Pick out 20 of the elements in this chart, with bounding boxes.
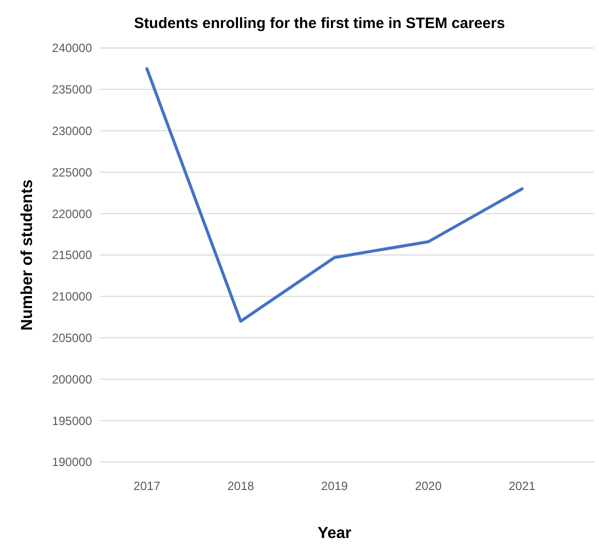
y-tick-label: 195000 bbox=[52, 414, 92, 428]
x-tick-label: 2020 bbox=[414, 479, 442, 493]
chart-title: Students enrolling for the first time in STEM careers bbox=[134, 15, 505, 32]
x-axis-title: Year bbox=[318, 525, 352, 542]
y-axis-title: Number of students bbox=[19, 179, 36, 331]
y-tick-label: 200000 bbox=[52, 372, 92, 386]
y-tick-label: 205000 bbox=[52, 331, 92, 345]
y-tick-label: 240000 bbox=[52, 41, 92, 56]
x-tick-label: 2017 bbox=[134, 479, 161, 493]
x-tick-label: 2018 bbox=[227, 479, 254, 493]
line-series bbox=[145, 67, 524, 323]
y-tick-label: 210000 bbox=[52, 290, 92, 304]
y-tick-label: 225000 bbox=[52, 165, 92, 180]
y-tick-label: 235000 bbox=[52, 82, 92, 97]
y-tick-label: 190000 bbox=[52, 455, 92, 470]
x-tick-label: 2019 bbox=[321, 479, 348, 493]
y-tick-label: 230000 bbox=[52, 124, 92, 138]
y-tick-label: 220000 bbox=[52, 206, 92, 221]
y-tick-label: 215000 bbox=[52, 248, 92, 262]
x-tick-label: 2021 bbox=[508, 479, 536, 493]
